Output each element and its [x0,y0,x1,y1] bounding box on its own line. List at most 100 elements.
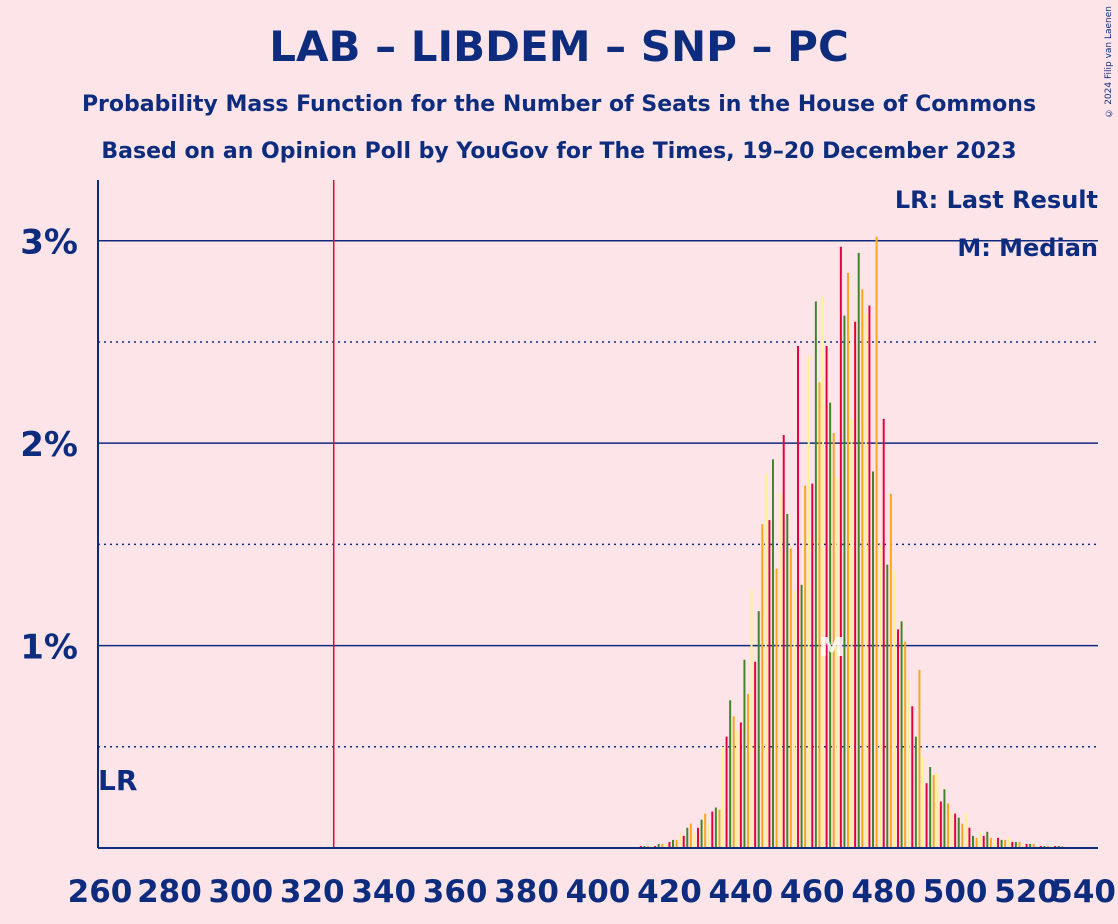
x-tick-label: 520 [994,874,1059,910]
bar-seat-459 [807,356,810,848]
bar-seat-481 [886,564,889,848]
bar-seat-474 [861,289,864,848]
bar-seat-498 [947,803,949,848]
bar-seat-525 [1043,845,1046,848]
bar-seat-505 [972,835,974,848]
bar-seat-432 [711,811,714,848]
bar-seat-447 [764,473,767,848]
bar-seat-466 [832,433,835,848]
bar-seat-510 [989,837,992,848]
bar-seat-452 [782,435,785,848]
bar-seat-496 [939,801,942,848]
bar-seat-422 [675,839,678,848]
bar-seat-462 [818,382,821,848]
bar-seat-487 [907,679,910,848]
bar-seat-513 [1000,839,1003,848]
bar-seat-433 [714,807,717,848]
bar-seat-443 [750,588,753,848]
bar-seat-463 [822,297,824,848]
chart-subtitle-1: Probability Mass Function for the Number… [81,92,1037,117]
bar-seat-438 [732,716,735,848]
bar-seat-472 [854,321,857,848]
bar-seat-413 [643,845,646,848]
bar-seat-431 [707,823,710,848]
bar-seat-461 [814,301,817,848]
bar-seat-439 [736,730,739,848]
x-tick-label: 480 [851,874,916,910]
x-tick-label: 440 [708,874,773,910]
bar-seat-512 [997,837,999,848]
bar-seat-464 [825,345,828,848]
bar-seat-499 [950,811,953,848]
x-tick-label: 360 [423,874,488,910]
bar-seat-458 [804,485,807,848]
legend-last-result: LR: Last Result [894,186,1098,214]
bar-seat-419 [664,843,667,848]
bar-seat-489 [914,736,917,848]
bar-seat-421 [672,839,674,848]
bar-seat-444 [754,661,757,848]
legend-median: M: Median [957,234,1098,262]
bar-seat-418 [661,843,664,848]
bar-seat-523 [1036,845,1039,848]
median-marker: M [819,633,845,663]
bar-seat-416 [654,845,657,848]
bar-seat-417 [657,843,660,848]
bar-seat-446 [761,524,764,848]
bar-seat-412 [639,845,642,848]
bar-seat-490 [918,669,921,848]
y-tick-label: 2% [20,425,78,465]
bar-seat-470 [847,273,849,849]
bar-seat-504 [968,827,971,848]
bar-seat-445 [757,611,760,848]
bar-seat-449 [772,459,774,848]
bar-seat-524 [1039,845,1042,848]
bar-seat-518 [1018,841,1021,848]
bar-seat-516 [1011,841,1014,848]
bar-seat-428 [697,827,699,848]
bar-seat-530 [1061,845,1064,848]
bar-seat-437 [729,700,732,848]
bar-seat-509 [986,831,989,848]
bar-seat-453 [786,514,789,848]
bar-seat-471 [850,418,853,848]
bar-seat-491 [922,756,924,848]
x-tick-label: 400 [566,874,631,910]
bar-seat-440 [739,722,742,848]
bar-seat-442 [747,694,749,848]
bar-seat-503 [964,813,967,848]
bar-seat-420 [668,841,671,848]
bar-seat-469 [843,315,846,848]
bar-seat-514 [1004,839,1007,848]
bar-seat-488 [911,706,914,848]
bar-seat-528 [1054,845,1057,848]
bar-seat-508 [982,835,985,848]
bar-seat-426 [689,823,692,848]
bar-seat-415 [650,845,653,848]
y-tick-label: 3% [20,223,78,263]
bar-seat-526 [1047,845,1049,848]
bar-seat-476 [868,305,871,848]
bar-seat-495 [936,773,939,848]
bar-seat-485 [900,621,903,848]
bar-seat-429 [700,819,703,848]
bar-seat-522 [1032,843,1035,848]
bar-seat-430 [704,813,707,848]
bar-seat-467 [836,477,839,848]
bar-seat-527 [1050,845,1053,848]
bar-seat-486 [904,641,907,848]
x-tick-label: 340 [351,874,416,910]
bar-seat-507 [979,831,982,848]
x-tick-label: 300 [208,874,273,910]
x-tick-label: 280 [137,874,202,910]
y-tick-label: 1% [20,628,78,668]
bar-seat-423 [679,833,682,848]
bar-seat-414 [647,845,649,848]
bar-seat-450 [775,568,778,848]
bar-seat-494 [932,775,935,848]
x-tick-label: 260 [68,874,133,910]
x-tick-label: 420 [637,874,702,910]
bar-seat-492 [925,783,928,848]
bar-seat-475 [864,313,867,849]
